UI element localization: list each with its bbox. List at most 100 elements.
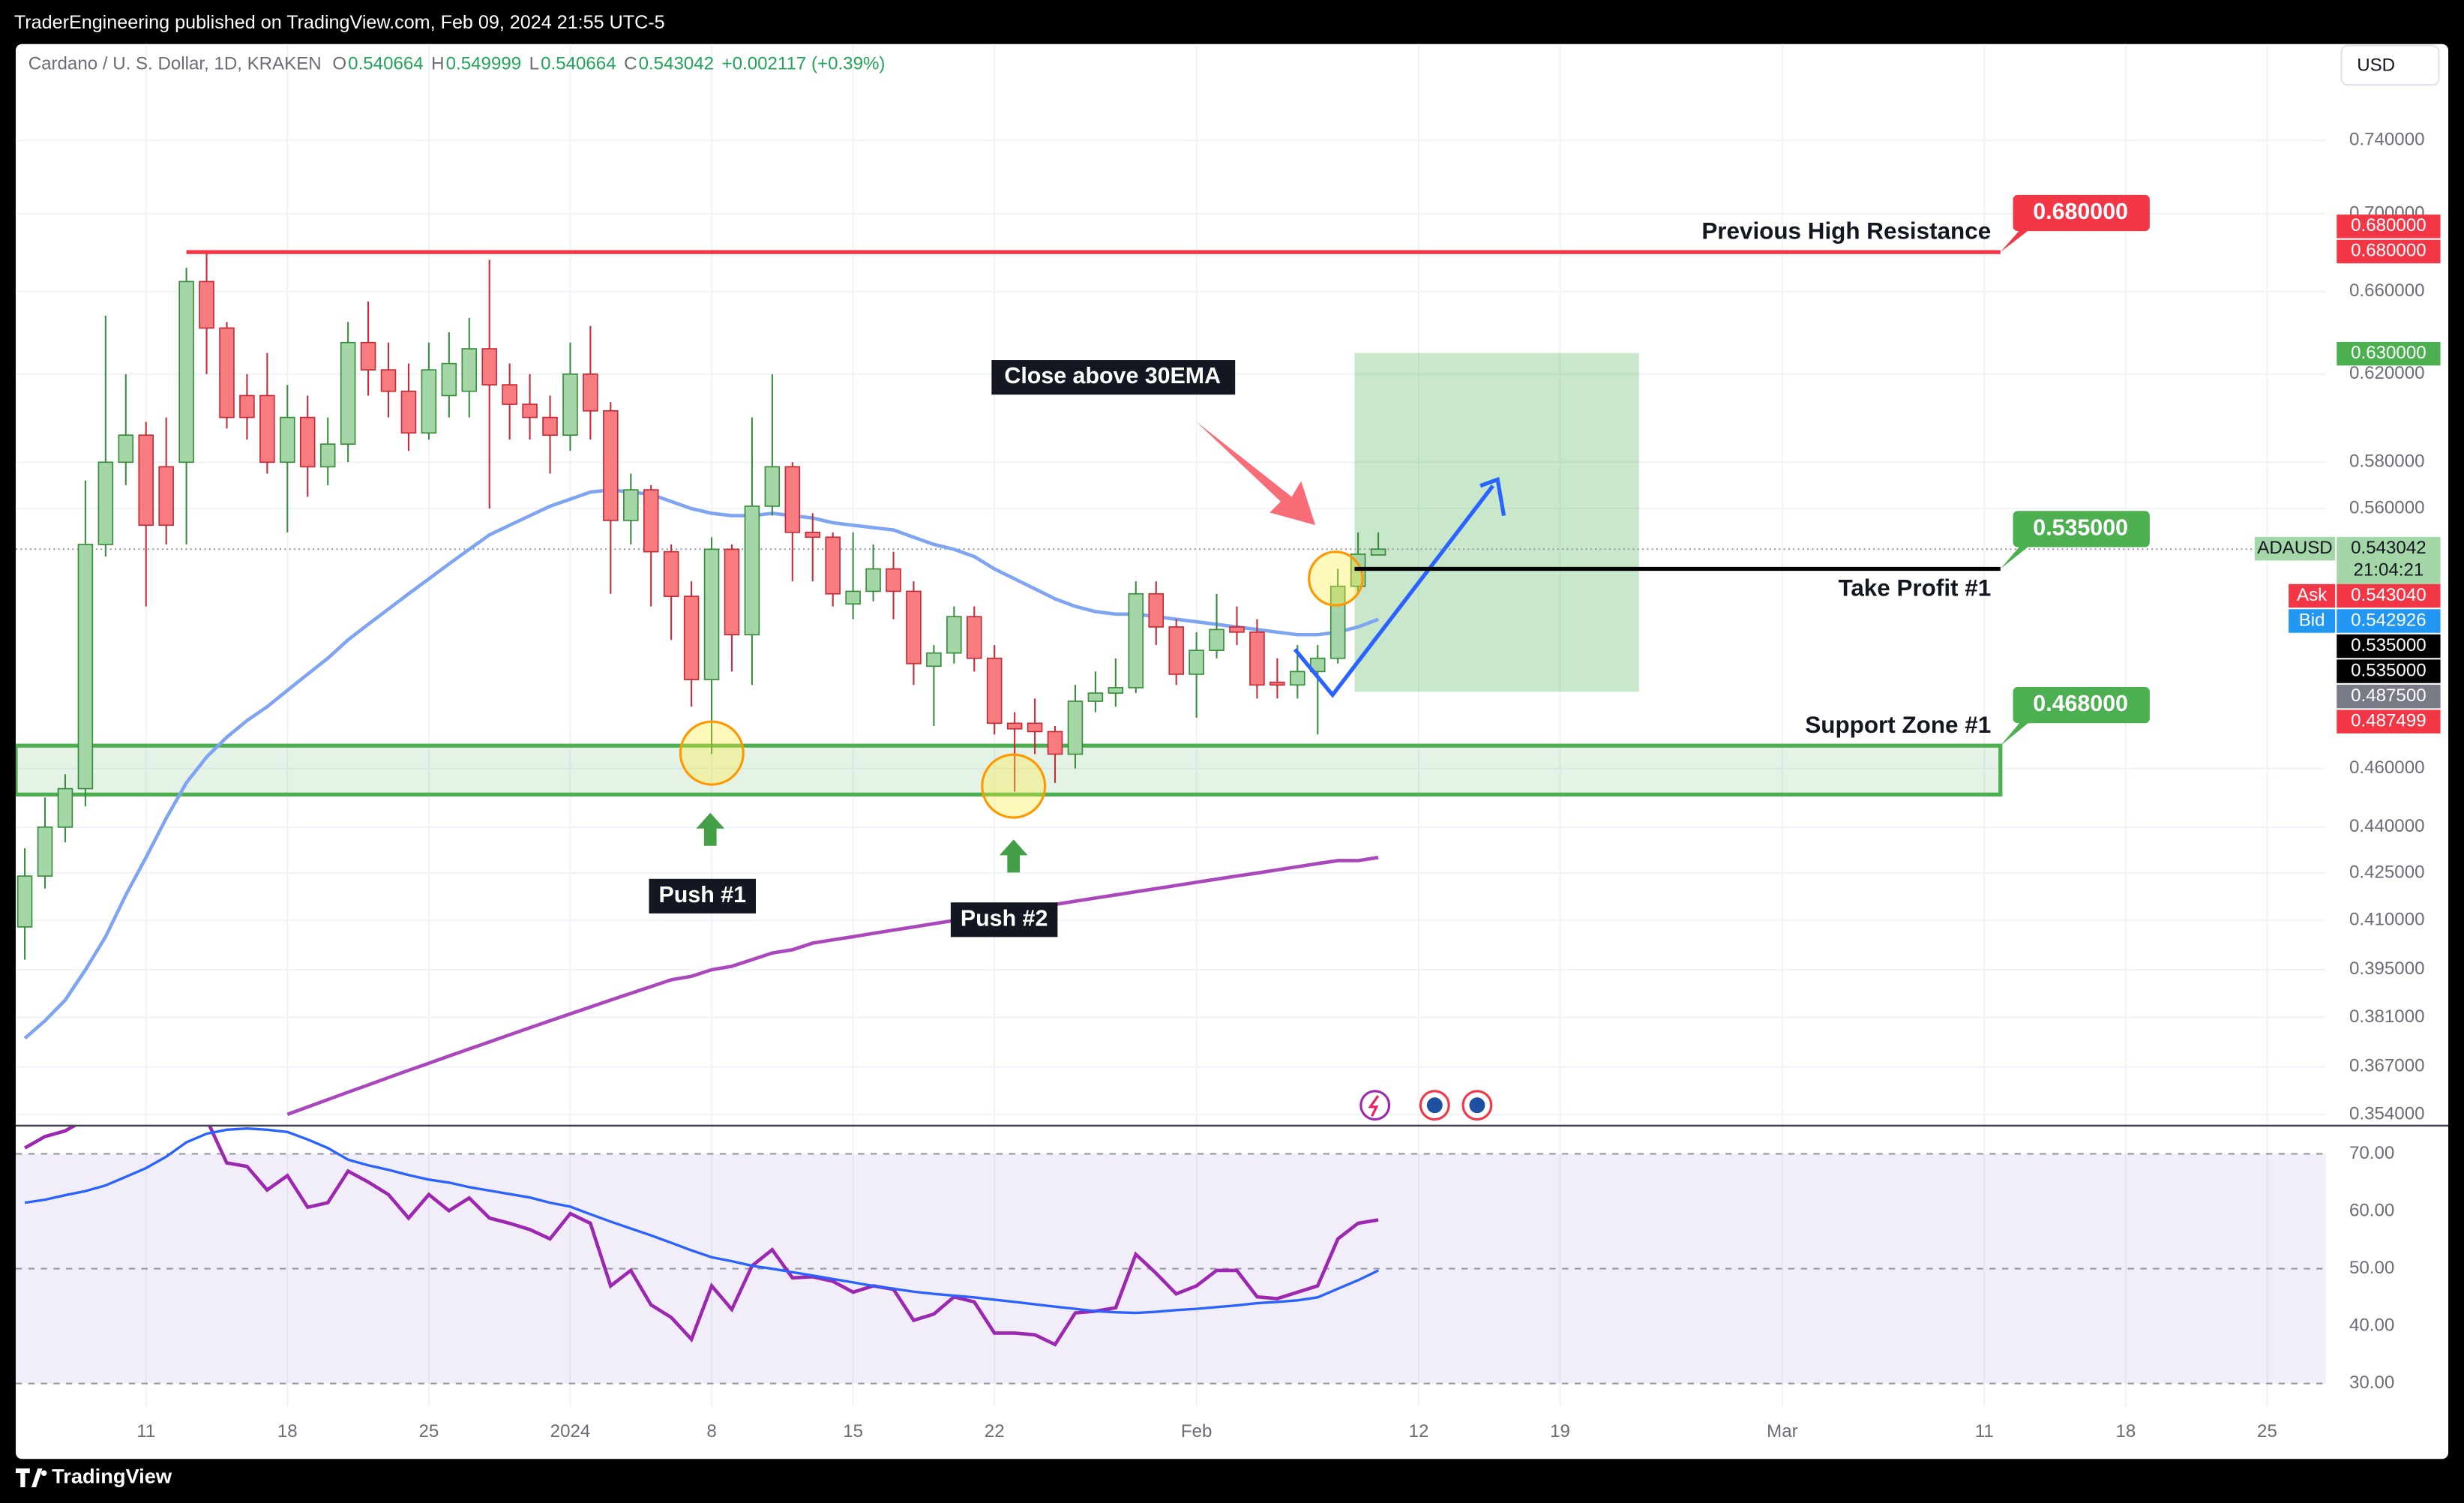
price-label-box <box>2337 659 2441 683</box>
candle-body <box>199 280 214 329</box>
legend-key: O <box>332 53 346 74</box>
x-tick-label: 18 <box>277 1421 298 1442</box>
price-label: 0.535000 <box>2351 635 2426 656</box>
highlight-circle <box>679 720 745 786</box>
header: TraderEngineering published on TradingVi… <box>14 12 665 33</box>
rsi-line <box>23 1125 1379 1347</box>
candle-body <box>97 461 114 545</box>
candle-body <box>1087 692 1104 702</box>
candle-body <box>522 404 538 418</box>
candle-body <box>239 394 255 418</box>
candle-body <box>825 536 841 595</box>
candle-body <box>724 548 740 636</box>
candle-body <box>77 544 94 790</box>
candle-body <box>623 489 639 521</box>
price-label: 0.543040 <box>2351 585 2426 605</box>
candle-body <box>683 596 700 680</box>
candle-body <box>865 568 881 592</box>
candle-body <box>259 394 275 464</box>
candle-body <box>643 489 659 553</box>
y-tick-label: 0.560000 <box>2349 497 2424 518</box>
candle-body <box>1128 592 1144 688</box>
price-label-box <box>2337 584 2441 608</box>
x-tick-label: 11 <box>136 1421 155 1442</box>
price-label: 0.630000 <box>2351 343 2426 363</box>
price-label: 0.487499 <box>2351 711 2426 731</box>
y-tick-label: 0.395000 <box>2349 958 2424 979</box>
price-tag: Bid <box>2299 610 2325 630</box>
rsi-tick-label: 40.00 <box>2349 1316 2394 1336</box>
candle-body <box>158 466 174 526</box>
annotation-text: Push #2 <box>961 905 1048 931</box>
price-label-box <box>2337 710 2441 734</box>
x-tick-label: 18 <box>2115 1421 2136 1442</box>
moving-average <box>286 856 1379 1116</box>
candle-body <box>421 369 437 434</box>
level-label: 0.468000 <box>2033 691 2128 716</box>
currency-button[interactable]: USD <box>2340 44 2440 86</box>
x-tick-label: 2024 <box>550 1421 591 1442</box>
annotation-box <box>649 878 757 914</box>
candle-body <box>784 466 801 533</box>
x-tick-label: 25 <box>418 1421 439 1442</box>
x-tick-label: 8 <box>706 1421 716 1442</box>
y-tick-label: 0.460000 <box>2349 758 2424 778</box>
candle-body <box>178 280 194 464</box>
candle-body <box>1309 657 1326 673</box>
highlight-circle <box>1308 550 1364 607</box>
price-label: 0.543042 <box>2351 538 2426 558</box>
highlight-circle <box>981 753 1047 819</box>
y-tick-label: 0.660000 <box>2349 280 2424 301</box>
legend-key: C <box>624 53 637 74</box>
legend-value: 0.549999 <box>446 53 521 74</box>
annotations: Close above 30EMA Push #1 Push #2 Previo… <box>186 194 2150 1121</box>
candle-body <box>299 416 316 468</box>
y-tick-label: 0.440000 <box>2349 816 2424 836</box>
price-label: 0.487500 <box>2351 686 2426 706</box>
currency-label[interactable]: USD <box>2357 55 2395 75</box>
candle-body <box>502 384 517 405</box>
candle-body <box>118 434 134 464</box>
legend-value: 0.540664 <box>348 53 423 74</box>
candle-body <box>663 550 679 597</box>
rsi-tick-label: 30.00 <box>2349 1372 2394 1393</box>
annotation-box <box>950 902 1058 938</box>
y-tick-label: 0.580000 <box>2349 452 2424 472</box>
price-label-box <box>2337 341 2441 366</box>
price-label-box <box>2337 634 2441 658</box>
price-tag-box <box>2289 609 2336 633</box>
target-box <box>1354 352 1639 692</box>
candle-body <box>967 616 982 659</box>
level-label: 0.680000 <box>2033 199 2128 224</box>
level-label-box <box>2013 194 2150 232</box>
annotation-text: Close above 30EMA <box>1004 363 1221 388</box>
legend-key: L <box>529 53 539 74</box>
candle-body <box>1108 687 1124 694</box>
candle-body <box>37 826 53 877</box>
price-tag: ADAUSD <box>2257 538 2332 558</box>
candle-body <box>360 341 376 370</box>
event-icons <box>1359 1090 1493 1121</box>
y-tick-label: 0.620000 <box>2349 363 2424 383</box>
price-label: 0.535000 <box>2351 660 2426 680</box>
price-label: 0.680000 <box>2351 241 2426 261</box>
candle-body <box>1067 700 1084 755</box>
y-tick-label: 0.354000 <box>2349 1103 2424 1124</box>
x-tick-label: 22 <box>985 1421 1005 1442</box>
y-tick-label: 0.367000 <box>2349 1056 2424 1076</box>
candle-body <box>16 875 33 928</box>
x-tick-label: 12 <box>1409 1421 1429 1442</box>
legend-key: H <box>431 53 444 74</box>
level-callout <box>2000 713 2040 746</box>
candle-body <box>219 327 235 418</box>
candle-body <box>744 506 760 636</box>
x-tick-label: 11 <box>1975 1421 1994 1442</box>
legend: Cardano / U. S. Dollar, 1D, KRAKEN O 0.540… <box>28 53 886 74</box>
candle-body <box>1006 722 1023 730</box>
rsi-tick-label: 70.00 <box>2349 1143 2394 1163</box>
candle-body <box>603 410 619 521</box>
x-tick-label: 19 <box>1550 1421 1570 1442</box>
push-arrow <box>999 839 1028 873</box>
level-label-box <box>2013 687 2150 724</box>
